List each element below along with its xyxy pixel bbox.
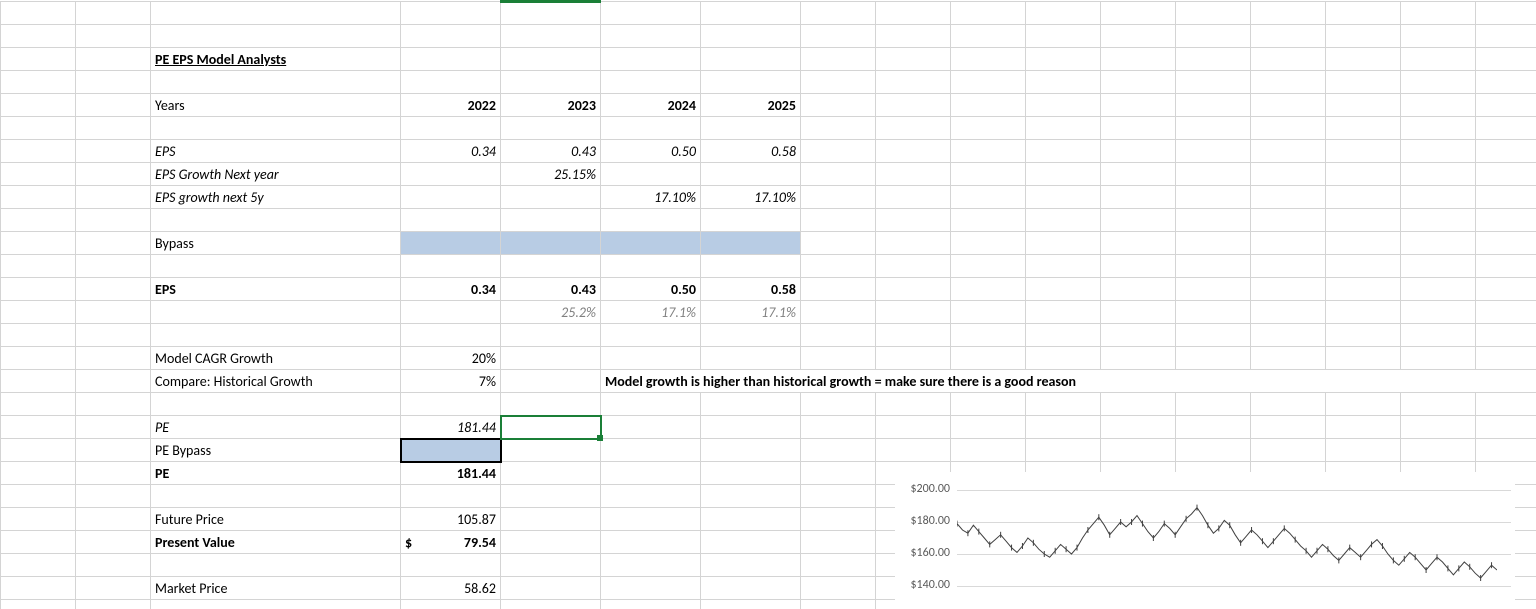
present-value-label: Present Value bbox=[151, 531, 401, 554]
bypass-label: Bypass bbox=[151, 232, 401, 255]
eps-pct-val: 25.2% bbox=[501, 301, 601, 324]
selected-cell[interactable] bbox=[501, 416, 601, 439]
grid-row[interactable]: EPS 0.34 0.43 0.50 0.58 bbox=[1, 278, 1536, 301]
pe-history-chart: $200.00 $180.00 $160.00 $140.00 bbox=[895, 472, 1515, 609]
hist-val: 7% bbox=[401, 370, 501, 393]
chart-ytick: $200.00 bbox=[895, 482, 950, 496]
hist-label: Compare: Historical Growth bbox=[151, 370, 401, 393]
grid-row[interactable]: PE Bypass bbox=[1, 439, 1536, 462]
eps-label: EPS bbox=[151, 140, 401, 163]
year-2024: 2024 bbox=[601, 94, 701, 117]
year-2025: 2025 bbox=[701, 94, 801, 117]
future-price-label: Future Price bbox=[151, 508, 401, 531]
eps-bold-val: 0.43 bbox=[501, 278, 601, 301]
eps-bold-val: 0.58 bbox=[701, 278, 801, 301]
bypass-cell[interactable] bbox=[501, 232, 601, 255]
eps-bold-label: EPS bbox=[151, 278, 401, 301]
cagr-val: 20% bbox=[401, 347, 501, 370]
eps-growth-5y-val: 17.10% bbox=[701, 186, 801, 209]
grid-row[interactable] bbox=[1, 255, 1536, 278]
eps-pct-val: 17.1% bbox=[601, 301, 701, 324]
grid-row[interactable] bbox=[1, 71, 1536, 94]
eps-val: 0.58 bbox=[701, 140, 801, 163]
cagr-label: Model CAGR Growth bbox=[151, 347, 401, 370]
bypass-cell[interactable] bbox=[601, 232, 701, 255]
eps-val: 0.34 bbox=[401, 140, 501, 163]
chart-ytick: $140.00 bbox=[895, 578, 950, 592]
eps-growth-ny-val: 25.15% bbox=[501, 163, 601, 186]
year-2023: 2023 bbox=[501, 94, 601, 117]
grid-row[interactable]: EPS growth next 5y 17.10% 17.10% bbox=[1, 186, 1536, 209]
chart-plot bbox=[957, 472, 1497, 602]
grid-row[interactable]: EPS Growth Next year 25.15% bbox=[1, 163, 1536, 186]
pe-bold-val: 181.44 bbox=[401, 462, 501, 485]
bypass-cell[interactable] bbox=[701, 232, 801, 255]
pe-bypass-cell[interactable] bbox=[401, 439, 501, 462]
eps-growth-5y-label: EPS growth next 5y bbox=[151, 186, 401, 209]
grid-row[interactable] bbox=[1, 25, 1536, 48]
grid-row[interactable] bbox=[1, 324, 1536, 347]
market-price-val: 58.62 bbox=[401, 577, 501, 600]
spreadsheet-sheet[interactable]: PE EPS Model Analysts Years 2022 2023 20… bbox=[0, 0, 1536, 609]
currency-symbol: $ bbox=[405, 534, 412, 551]
eps-bold-val: 0.50 bbox=[601, 278, 701, 301]
grid-row[interactable]: EPS 0.34 0.43 0.50 0.58 bbox=[1, 140, 1536, 163]
pe-bold-label: PE bbox=[151, 462, 401, 485]
model-title: PE EPS Model Analysts bbox=[151, 48, 401, 71]
grid-row[interactable]: PE 181.44 bbox=[1, 416, 1536, 439]
pe-bypass-label: PE Bypass bbox=[151, 439, 401, 462]
grid-row[interactable] bbox=[1, 209, 1536, 232]
pe-val: 181.44 bbox=[401, 416, 501, 439]
years-label: Years bbox=[151, 94, 401, 117]
grid-row[interactable]: PE EPS Model Analysts bbox=[1, 48, 1536, 71]
grid-row[interactable] bbox=[1, 393, 1536, 416]
chart-ytick: $160.00 bbox=[895, 546, 950, 560]
chart-ytick: $180.00 bbox=[895, 514, 950, 528]
grid-row[interactable]: Years 2022 2023 2024 2025 bbox=[1, 94, 1536, 117]
grid-row[interactable]: Model CAGR Growth 20% bbox=[1, 347, 1536, 370]
grid-row[interactable]: 25.2% 17.1% 17.1% bbox=[1, 301, 1536, 324]
future-price-val: 105.87 bbox=[401, 508, 501, 531]
eps-val: 0.43 bbox=[501, 140, 601, 163]
eps-bold-val: 0.34 bbox=[401, 278, 501, 301]
market-price-label: Market Price bbox=[151, 577, 401, 600]
eps-growth-ny-label: EPS Growth Next year bbox=[151, 163, 401, 186]
grid-row[interactable]: Bypass bbox=[1, 232, 1536, 255]
grid-row[interactable]: Compare: Historical Growth 7% Model grow… bbox=[1, 370, 1536, 393]
eps-growth-5y-val: 17.10% bbox=[601, 186, 701, 209]
year-2022: 2022 bbox=[401, 94, 501, 117]
grid-row[interactable] bbox=[1, 117, 1536, 140]
eps-pct-val: 17.1% bbox=[701, 301, 801, 324]
present-value-val: 79.54 bbox=[464, 534, 496, 551]
pe-label: PE bbox=[151, 416, 401, 439]
bypass-cell[interactable] bbox=[401, 232, 501, 255]
grid-row[interactable] bbox=[1, 2, 1536, 25]
growth-warning: Model growth is higher than historical g… bbox=[601, 370, 1536, 393]
eps-val: 0.50 bbox=[601, 140, 701, 163]
